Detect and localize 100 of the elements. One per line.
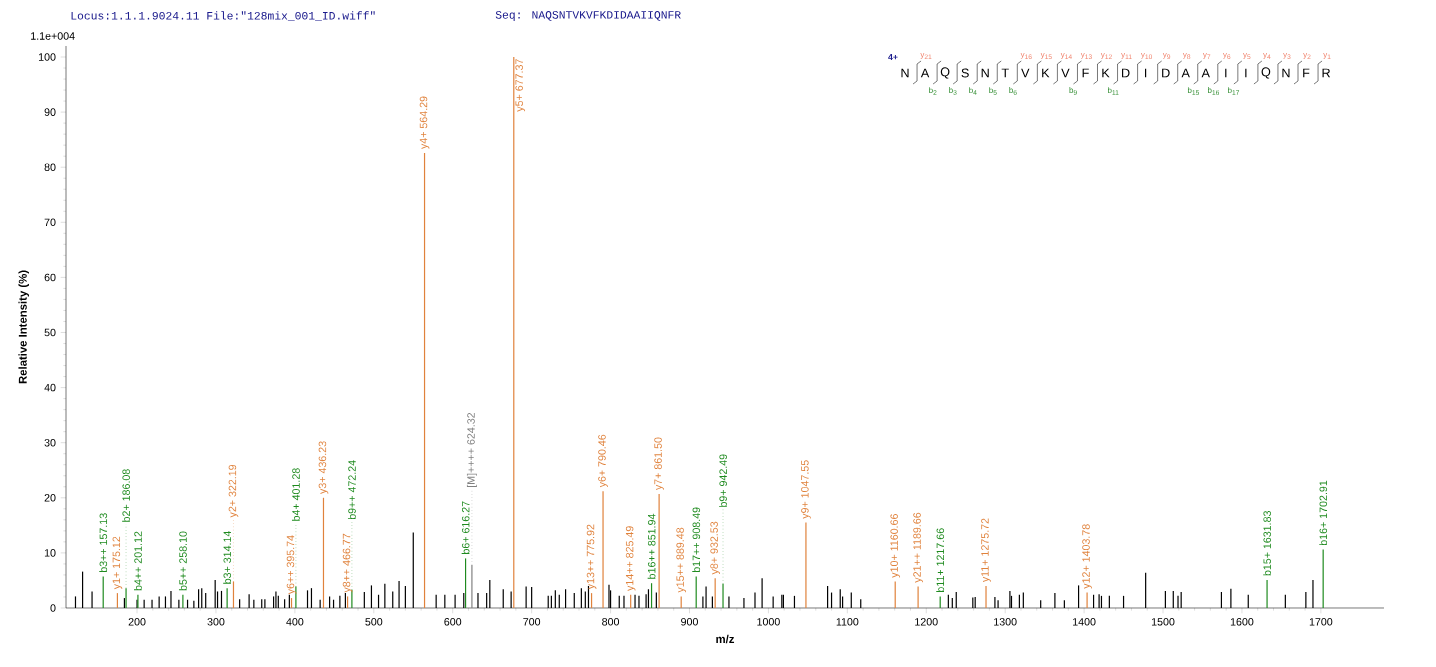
annotation: y$_{3}$ (1283, 52, 1291, 60)
x-tick-label: 600 (444, 618, 462, 626)
annotation: y$_{11}$ (1121, 52, 1132, 60)
annotation: Q (1261, 67, 1271, 79)
annotation: [M]++++ 624.32 (466, 412, 477, 487)
annotation: b3++ 157.13 (99, 513, 108, 573)
annotation: y$_{15}$ (1040, 52, 1052, 60)
annotation: y3+ 436.23 (318, 441, 329, 494)
x-tick-label: 300 (207, 618, 225, 626)
annotation: K (1042, 68, 1050, 78)
annotation: N (1282, 68, 1290, 78)
annotation: y4+ 564.29 (419, 96, 430, 150)
annotation: y$_{14}$ (1060, 52, 1072, 60)
annotation: y$_{2}$ (1303, 52, 1311, 60)
y-tick-label: 80 (44, 163, 56, 171)
text: 1.1e+004 (31, 32, 75, 40)
x-tick-label: 500 (365, 618, 383, 626)
x-tick-label: 1300 (994, 618, 1017, 626)
annotation: y6++ 395.74 (286, 535, 297, 595)
annotation: y9+ 1047.55 (801, 460, 811, 519)
annotation: b5++ 258.10 (178, 531, 187, 591)
annotation: b$_{16}$ (1208, 87, 1220, 95)
annotation: b9++ 472.24 (347, 460, 356, 520)
annotation: y10+ 1160.66 (890, 514, 901, 578)
annotation: D (1122, 68, 1130, 78)
annotation: b9+ 942.49 (719, 454, 727, 507)
y-tick-label: 0 (50, 604, 56, 612)
y-axis-title: Relative Intensity (%) (18, 270, 30, 384)
annotation: K (1102, 68, 1110, 78)
annotation: b$_{5}$ (989, 87, 997, 95)
x-tick-label: 1700 (1309, 618, 1333, 626)
x-tick-label: 1400 (1073, 618, 1096, 626)
annotation: y12+ 1403.78 (1082, 524, 1092, 589)
x-axis-title: m/z (716, 634, 735, 644)
y-tick-label: 100 (38, 53, 56, 61)
annotation: y1+ 175.12 (112, 536, 123, 590)
annotation: b16++ 851.94 (647, 513, 656, 579)
annotation: y$_{10}$ (1140, 52, 1153, 60)
annotation: y$_{1}$ (1323, 52, 1331, 60)
annotation: N (981, 68, 989, 78)
y-tick-label: 70 (44, 218, 56, 227)
annotation: A (920, 68, 930, 78)
annotation: y5+ 677.37 (515, 59, 526, 112)
annotation: y7+ 861.50 (654, 437, 664, 491)
annotation: Q (940, 67, 950, 79)
annotation: b$_{17}$ (1228, 87, 1240, 95)
annotation: I (1225, 68, 1227, 78)
annotation: b11+ 1217.66 (936, 528, 945, 592)
annotation: y2+ 322.19 (228, 464, 239, 518)
annotation: b6+ 616.27 (461, 501, 470, 554)
annotation: y$_{12}$ (1100, 52, 1112, 60)
annotation: y8+ 932.53 (710, 521, 720, 575)
annotation: y13++ 775.92 (586, 524, 597, 590)
annotation: b$_{4}$ (969, 87, 977, 95)
annotation: b4++ 201.12 (134, 531, 142, 591)
x-tick-label: 700 (523, 618, 541, 626)
annotation: R (1322, 68, 1331, 78)
annotation: b$_{3}$ (949, 87, 957, 95)
y-tick-label: 50 (44, 328, 56, 337)
annotation: N (901, 68, 909, 78)
annotation: 4+ (888, 54, 898, 60)
annotation: F (1303, 68, 1310, 78)
annotation: A (1201, 68, 1210, 78)
annotation: V (1021, 68, 1030, 78)
annotation: b$_{6}$ (1009, 87, 1017, 95)
annotation: y$_{5}$ (1243, 52, 1251, 60)
x-tick-label: 1600 (1230, 618, 1254, 626)
annotation: b16+ 1702.91 (1319, 480, 1328, 546)
x-tick-label: 200 (128, 618, 146, 626)
annotation: F (1082, 68, 1089, 78)
annotation: V (1061, 68, 1070, 78)
annotation: y$_{16}$ (1020, 52, 1032, 60)
annotation: y$_{8}$ (1182, 52, 1191, 60)
annotation: b17++ 908.49 (692, 507, 701, 573)
x-tick-label: 400 (286, 618, 304, 626)
annotation: y21++ 1189.66 (913, 512, 923, 583)
annotation: S (961, 68, 969, 78)
annotation: b$_{11}$ (1108, 87, 1119, 95)
x-tick-label: 1500 (1151, 618, 1175, 626)
annotation: y$_{7}$ (1202, 52, 1211, 60)
annotation: T (1001, 68, 1009, 78)
y-tick-label: 40 (44, 383, 56, 392)
annotation: b3+ 314.14 (223, 530, 232, 584)
annotation: b$_{2}$ (929, 87, 937, 95)
annotation: b4+ 401.28 (291, 468, 300, 521)
annotation: A (1181, 68, 1190, 78)
y-tick-label: 30 (44, 438, 56, 447)
annotation: y$_{4}$ (1263, 52, 1271, 60)
x-tick-label: 1200 (915, 618, 938, 626)
y-tick-label: 10 (44, 549, 56, 557)
annotation: y14++ 825.49 (625, 526, 636, 591)
annotation: y$_{6}$ (1222, 52, 1231, 60)
annotation: I (1245, 68, 1247, 78)
annotation: y$_{21}$ (920, 52, 932, 60)
x-tick-label: 1100 (836, 618, 859, 626)
annotation: y11+ 1275.72 (981, 518, 991, 583)
annotation: b15+ 1631.83 (1263, 511, 1271, 576)
annotation: y$_{9}$ (1162, 52, 1171, 60)
chart-subtitle: Seq: NAQSNTVKVFKDIDAAIIQNFR (495, 11, 681, 21)
annotation: D (1162, 68, 1170, 78)
